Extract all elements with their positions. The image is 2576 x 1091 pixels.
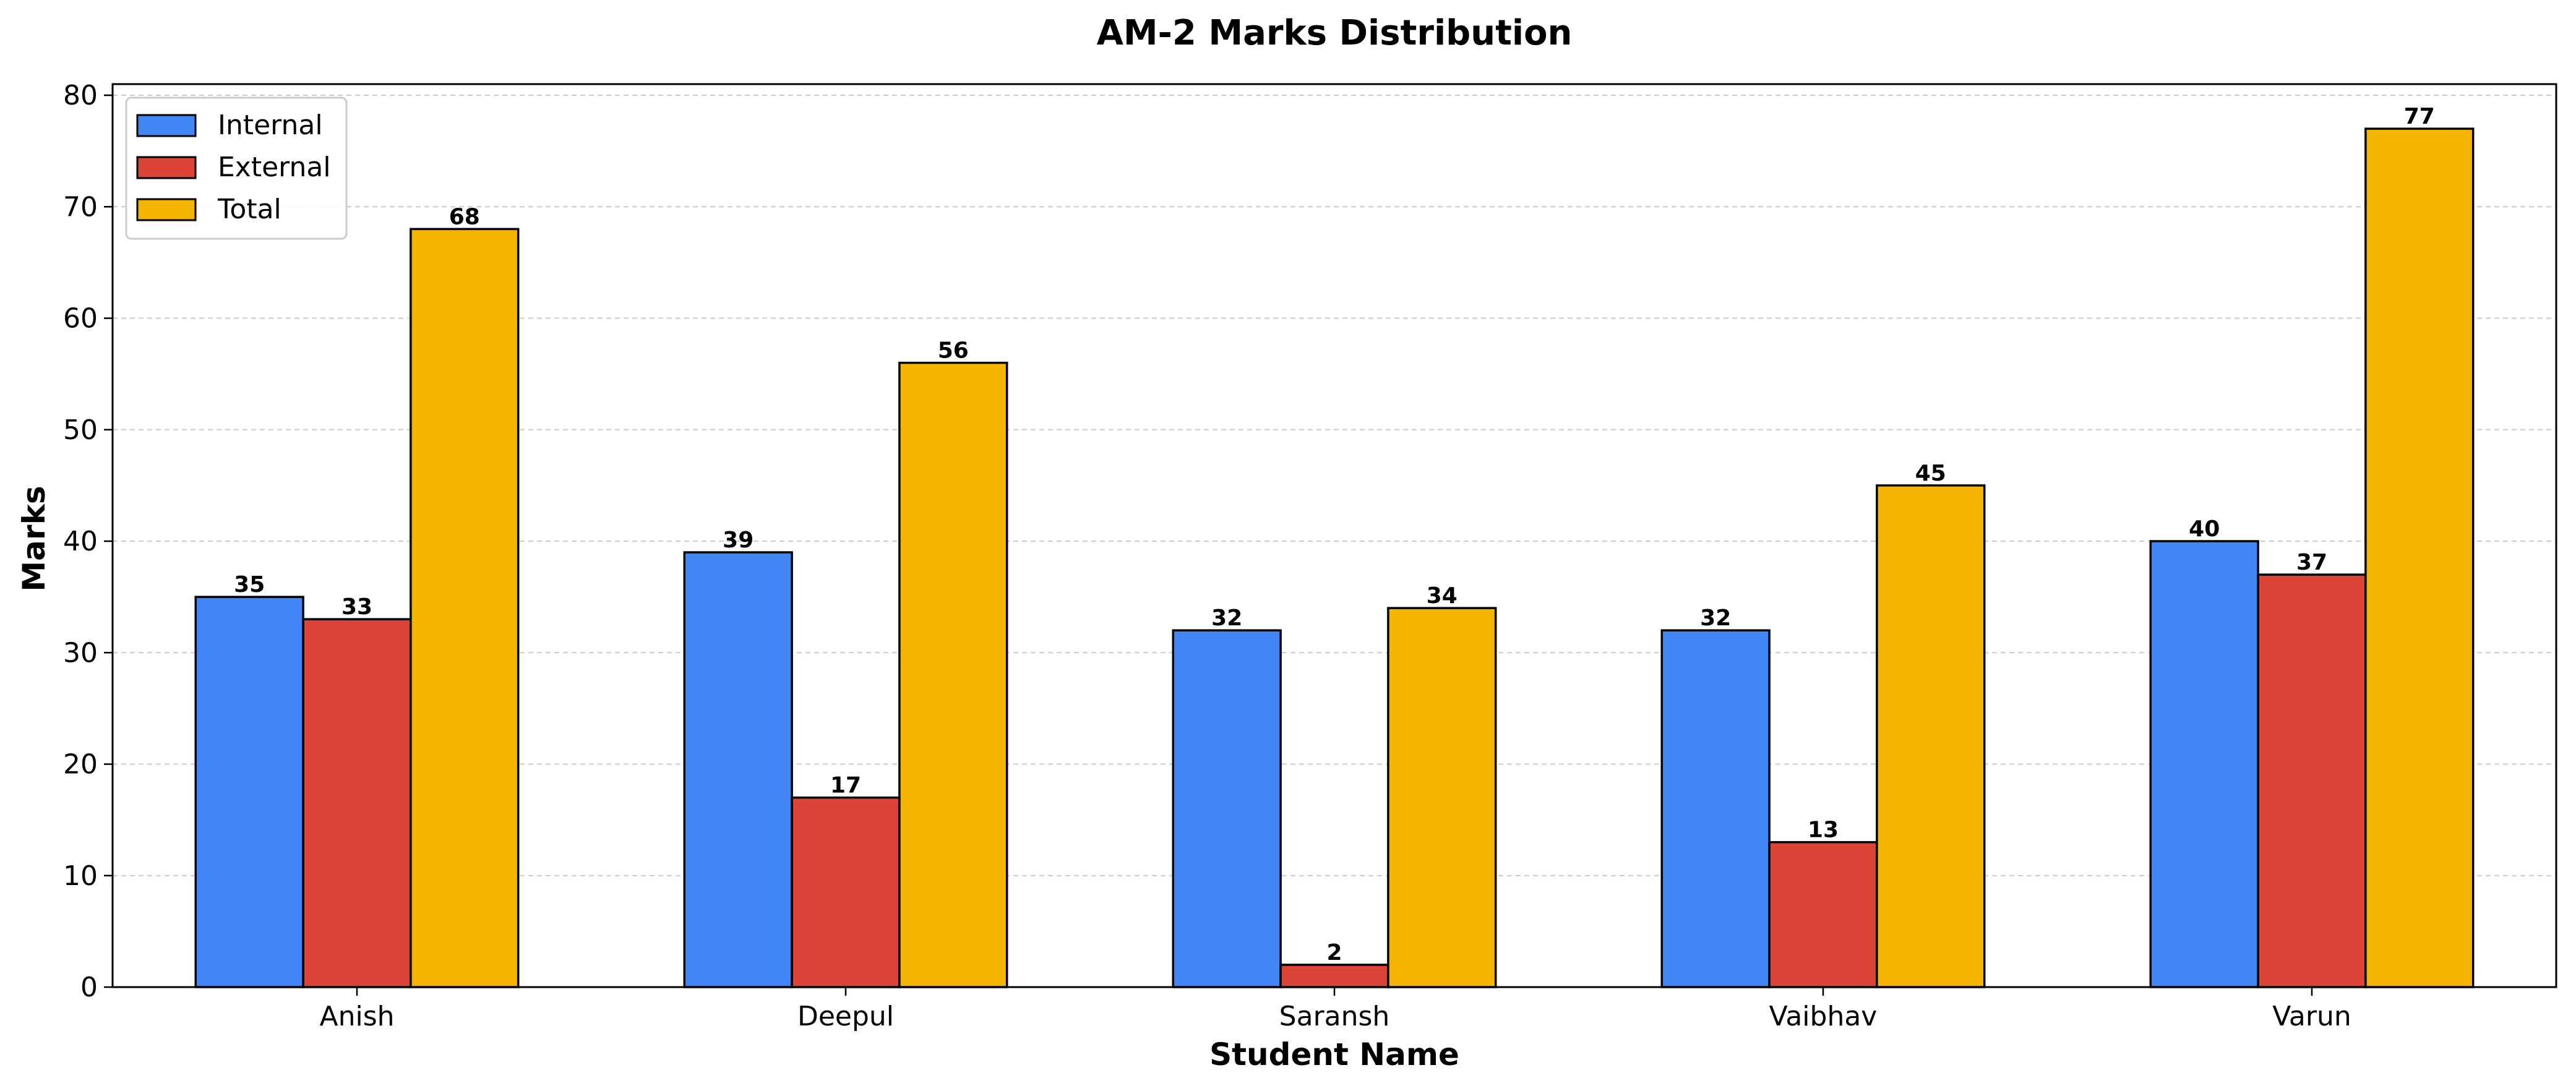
x-tick-label: Anish	[319, 1001, 394, 1032]
data-labels: 35 33 68 39 17 56 32 2 34 32 13 45 40 37 77	[234, 104, 2435, 965]
x-tick-label: Deepul	[797, 1001, 894, 1032]
bar-external	[1768, 841, 1878, 988]
x-tick-label: Saransh	[1279, 1001, 1390, 1032]
data-label: 45	[1915, 461, 1946, 486]
y-tick-label: 80	[63, 80, 98, 111]
y-tick-label: 70	[63, 191, 98, 223]
bar-internal	[194, 596, 304, 988]
plot-frame	[111, 83, 2557, 988]
data-label: 32	[1211, 605, 1242, 631]
bar-internal	[683, 551, 793, 988]
data-label: 77	[2404, 104, 2435, 129]
y-tick-label: 50	[63, 414, 98, 446]
data-label: 56	[938, 338, 969, 364]
bar-external	[302, 618, 412, 988]
legend-swatch-external	[136, 156, 197, 179]
data-label: 13	[1808, 818, 1839, 843]
data-label: 40	[2189, 516, 2220, 542]
x-tick-label: Vaibhav	[1769, 1001, 1878, 1032]
y-tick-label: 60	[63, 303, 98, 335]
legend-label: Total	[217, 194, 281, 225]
chart-title: AM-2 Marks Distribution	[1097, 13, 1573, 53]
bar-internal	[1172, 629, 1282, 988]
x-tick-label: Varun	[2272, 1001, 2351, 1032]
data-label: 39	[723, 528, 753, 553]
data-label: 32	[1700, 605, 1731, 631]
data-label: 2	[1326, 940, 1342, 965]
bar-internal	[1660, 629, 1771, 988]
y-axis-label: Marks	[16, 486, 52, 591]
data-label: 34	[1427, 583, 1458, 609]
bar-external	[791, 796, 901, 988]
gridlines	[113, 95, 2556, 876]
legend-label: Internal	[218, 109, 323, 141]
data-label: 68	[449, 204, 480, 229]
data-label: 37	[2296, 550, 2327, 575]
legend-swatch-total	[136, 198, 197, 221]
bar-internal	[2149, 540, 2259, 988]
bar-total	[1876, 484, 1986, 988]
y-tick-label: 20	[63, 749, 98, 781]
bar-total	[898, 361, 1008, 988]
y-tick-label: 10	[63, 860, 98, 892]
bar-total	[410, 228, 520, 988]
y-tick-label: 0	[80, 972, 98, 1003]
legend-swatch-internal	[136, 114, 197, 137]
legend-label: External	[218, 152, 331, 183]
y-tick-label: 30	[63, 637, 98, 669]
bar-external	[1279, 964, 1389, 988]
y-tick-label: 40	[63, 526, 98, 557]
axes: 0 10 20 30 40 50 60 70 80 Anish Deepul Saransh Vaibh…	[63, 80, 2557, 1032]
x-axis-label: Student Name	[1209, 1037, 1459, 1072]
bar-total	[1387, 607, 1497, 988]
data-label: 35	[234, 572, 265, 597]
data-label: 33	[341, 594, 372, 620]
legend: Internal External Total	[125, 96, 348, 240]
bar-total	[2364, 127, 2475, 988]
bars	[194, 127, 2475, 988]
bar-external	[2257, 573, 2367, 988]
data-label: 17	[830, 773, 861, 798]
